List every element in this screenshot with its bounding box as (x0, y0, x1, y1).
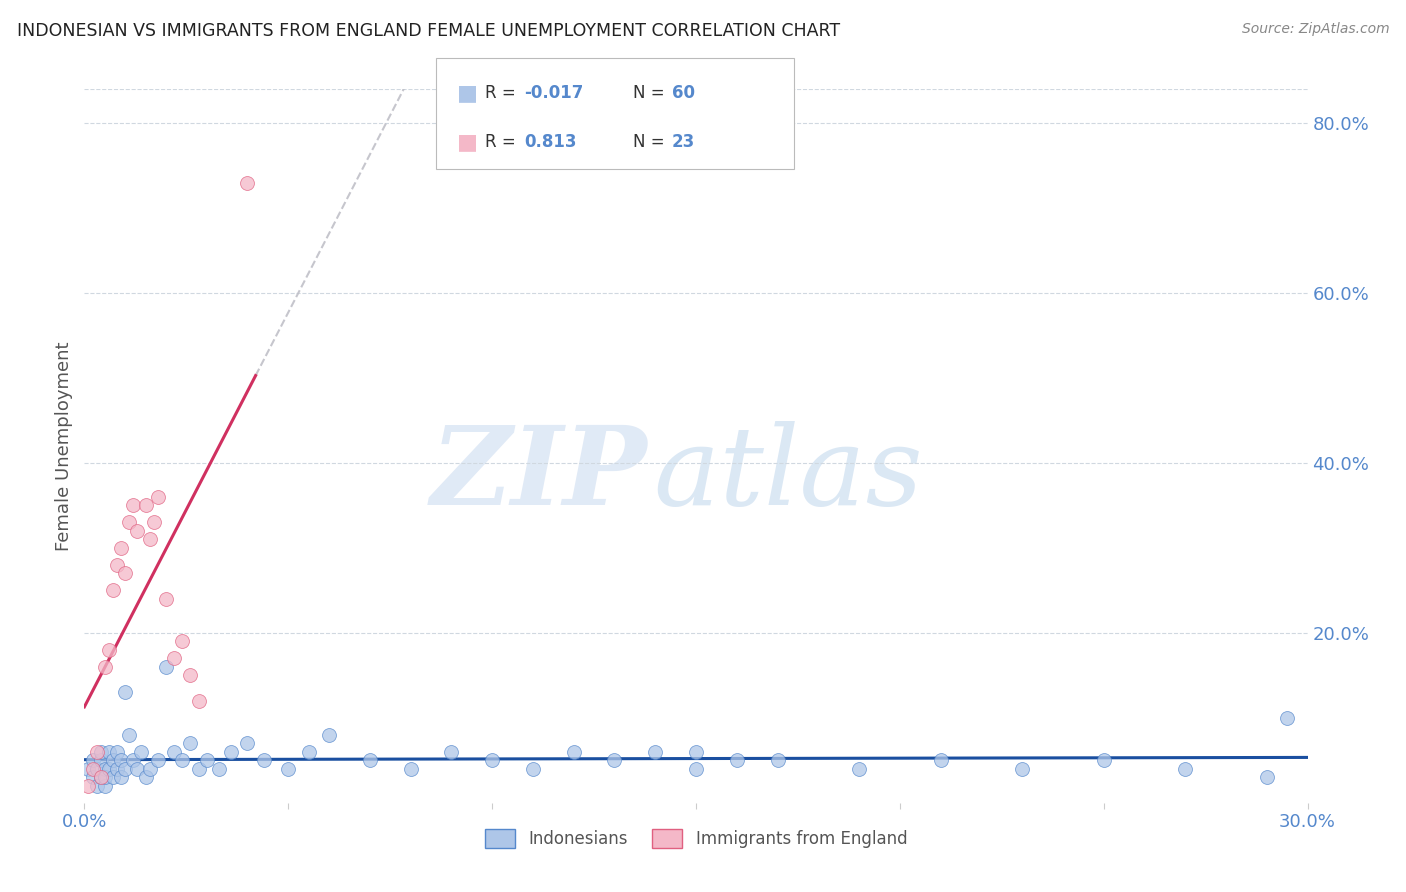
Text: N =: N = (633, 134, 669, 152)
Point (481, 753, 503, 767)
Point (90, 770, 112, 784)
Point (82, 762, 104, 776)
Y-axis label: Female Unemployment: Female Unemployment (55, 342, 73, 550)
Point (236, 176, 259, 190)
Point (122, 499, 145, 513)
Point (105, 745, 128, 759)
Point (93, 762, 115, 776)
Point (146, 490, 169, 504)
Point (219, 745, 242, 759)
Text: ■: ■ (457, 132, 478, 153)
Point (155, 591, 177, 606)
Text: R =: R = (485, 84, 522, 103)
Point (114, 685, 136, 699)
Point (440, 745, 463, 759)
Point (179, 668, 201, 682)
Point (135, 770, 157, 784)
Point (77, 762, 100, 776)
Point (114, 566, 136, 581)
Point (318, 728, 340, 742)
Text: atlas: atlas (654, 421, 922, 528)
Point (93, 660, 115, 674)
Point (163, 745, 186, 759)
Point (97, 745, 120, 759)
Point (82, 753, 104, 767)
Point (97, 762, 120, 776)
Point (138, 533, 160, 547)
Point (685, 762, 707, 776)
Point (848, 762, 870, 776)
Point (82, 770, 104, 784)
Legend: Indonesians, Immigrants from England: Indonesians, Immigrants from England (478, 822, 914, 855)
Point (187, 762, 209, 776)
Point (101, 770, 124, 784)
Point (122, 753, 145, 767)
Point (725, 753, 748, 767)
Point (603, 753, 626, 767)
Text: 0.813: 0.813 (524, 134, 576, 152)
Text: ZIP: ZIP (430, 421, 647, 528)
Point (86, 745, 108, 759)
Text: N =: N = (633, 84, 669, 103)
Point (127, 524, 149, 538)
Text: INDONESIAN VS IMMIGRANTS FROM ENGLAND FEMALE UNEMPLOYMENT CORRELATION CHART: INDONESIAN VS IMMIGRANTS FROM ENGLAND FE… (17, 22, 839, 40)
Point (163, 651, 186, 665)
Point (110, 770, 132, 784)
Point (562, 745, 585, 759)
Point (77, 779, 100, 793)
Point (172, 753, 194, 767)
Point (766, 753, 789, 767)
Point (1174, 762, 1197, 776)
Point (135, 499, 157, 513)
Text: -0.017: -0.017 (524, 84, 583, 103)
Point (127, 762, 149, 776)
Point (208, 762, 231, 776)
Point (399, 762, 422, 776)
Point (131, 745, 153, 759)
Text: 23: 23 (672, 134, 696, 152)
Point (522, 762, 544, 776)
Point (97, 643, 120, 657)
Text: ■: ■ (457, 83, 478, 103)
Point (90, 753, 112, 767)
Point (298, 745, 321, 759)
Point (359, 753, 381, 767)
Point (105, 762, 128, 776)
Point (253, 753, 276, 767)
Text: 60: 60 (672, 84, 695, 103)
Point (142, 516, 165, 530)
Point (1277, 711, 1299, 725)
Point (172, 634, 194, 648)
Point (110, 541, 132, 555)
Point (644, 745, 666, 759)
Point (929, 753, 952, 767)
Point (236, 736, 259, 750)
Point (155, 660, 177, 674)
Point (93, 770, 115, 784)
Point (277, 762, 299, 776)
Point (187, 694, 209, 708)
Text: Source: ZipAtlas.com: Source: ZipAtlas.com (1241, 22, 1389, 37)
Point (685, 745, 707, 759)
Point (1256, 770, 1278, 784)
Point (114, 762, 136, 776)
Point (179, 736, 201, 750)
Point (105, 558, 128, 572)
Point (110, 753, 132, 767)
Point (101, 583, 124, 598)
Point (93, 779, 115, 793)
Point (90, 745, 112, 759)
Point (118, 516, 141, 530)
Point (118, 728, 141, 742)
Point (90, 770, 112, 784)
Point (1092, 753, 1115, 767)
Point (146, 753, 169, 767)
Point (195, 753, 218, 767)
Point (86, 779, 108, 793)
Point (1011, 762, 1033, 776)
Point (138, 762, 160, 776)
Point (86, 762, 108, 776)
Text: R =: R = (485, 134, 522, 152)
Point (101, 753, 124, 767)
